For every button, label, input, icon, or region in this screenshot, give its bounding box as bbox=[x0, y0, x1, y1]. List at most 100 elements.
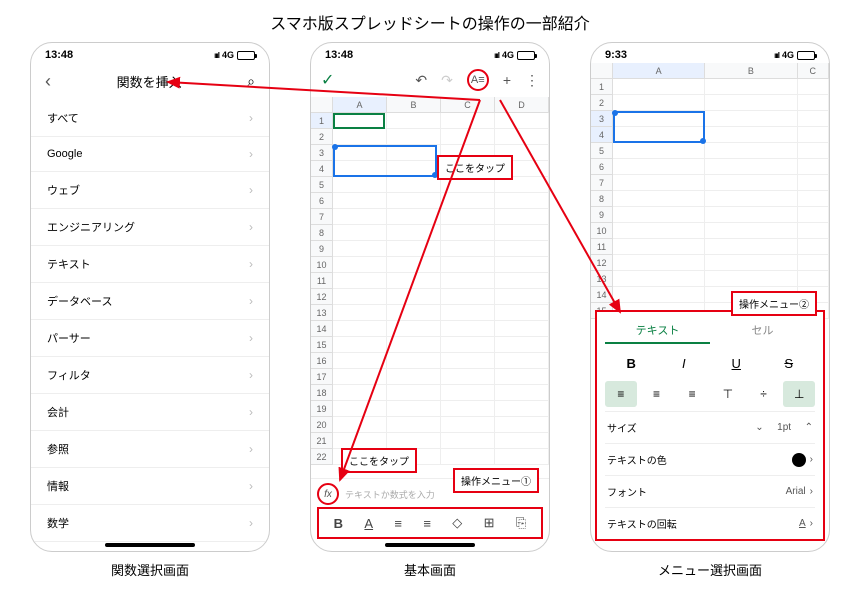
cell[interactable] bbox=[387, 433, 441, 449]
cell[interactable] bbox=[441, 337, 495, 353]
cell[interactable] bbox=[798, 271, 829, 287]
cell[interactable] bbox=[387, 241, 441, 257]
cell[interactable] bbox=[613, 287, 705, 303]
cell[interactable] bbox=[613, 207, 705, 223]
cell[interactable] bbox=[798, 111, 829, 127]
cell[interactable] bbox=[333, 321, 387, 337]
cell[interactable] bbox=[495, 193, 549, 209]
row-header[interactable]: 8 bbox=[591, 191, 613, 207]
cell[interactable] bbox=[495, 353, 549, 369]
cell[interactable] bbox=[441, 225, 495, 241]
row-header[interactable]: 7 bbox=[591, 175, 613, 191]
cell[interactable] bbox=[798, 143, 829, 159]
cell[interactable] bbox=[333, 305, 387, 321]
cell[interactable] bbox=[798, 223, 829, 239]
cell[interactable] bbox=[387, 401, 441, 417]
col-header[interactable]: B bbox=[705, 63, 797, 79]
cell[interactable] bbox=[333, 273, 387, 289]
cell[interactable] bbox=[441, 113, 495, 129]
category-item[interactable]: Google› bbox=[31, 137, 269, 172]
category-item[interactable]: すべて› bbox=[31, 100, 269, 137]
cell[interactable] bbox=[798, 255, 829, 271]
row-header[interactable]: 4 bbox=[311, 161, 333, 177]
row-header[interactable]: 2 bbox=[311, 129, 333, 145]
cell[interactable] bbox=[333, 177, 387, 193]
align-center-icon[interactable]: ≡ bbox=[641, 381, 673, 407]
category-item[interactable]: データベース› bbox=[31, 283, 269, 320]
col-header[interactable]: C bbox=[441, 97, 495, 113]
cell[interactable] bbox=[441, 241, 495, 257]
row-header[interactable]: 11 bbox=[591, 239, 613, 255]
cell[interactable] bbox=[495, 241, 549, 257]
row-header[interactable]: 12 bbox=[591, 255, 613, 271]
col-header[interactable]: C bbox=[798, 63, 829, 79]
cell[interactable] bbox=[705, 79, 797, 95]
category-item[interactable]: 会計› bbox=[31, 394, 269, 431]
cell[interactable] bbox=[798, 159, 829, 175]
font-row[interactable]: フォント Arial› bbox=[605, 475, 815, 507]
row-header[interactable]: 13 bbox=[591, 271, 613, 287]
cell[interactable] bbox=[613, 271, 705, 287]
row-header[interactable]: 3 bbox=[311, 145, 333, 161]
row-header[interactable]: 15 bbox=[311, 337, 333, 353]
cell[interactable] bbox=[705, 191, 797, 207]
category-item[interactable]: フィルタ› bbox=[31, 357, 269, 394]
check-icon[interactable]: ✓ bbox=[321, 70, 334, 90]
cell[interactable] bbox=[798, 207, 829, 223]
tab-text[interactable]: テキスト bbox=[605, 318, 710, 344]
cell[interactable] bbox=[441, 273, 495, 289]
cell[interactable] bbox=[613, 223, 705, 239]
cell[interactable] bbox=[495, 417, 549, 433]
cell[interactable] bbox=[387, 209, 441, 225]
cell[interactable] bbox=[613, 95, 705, 111]
row-header[interactable]: 17 bbox=[311, 369, 333, 385]
row-header[interactable]: 5 bbox=[311, 177, 333, 193]
cell[interactable] bbox=[387, 369, 441, 385]
row-header[interactable]: 8 bbox=[311, 225, 333, 241]
cell[interactable] bbox=[333, 385, 387, 401]
format-button[interactable]: ⎘ bbox=[516, 515, 526, 531]
cell[interactable] bbox=[333, 257, 387, 273]
cell[interactable] bbox=[333, 289, 387, 305]
cell[interactable] bbox=[441, 449, 495, 465]
cell[interactable] bbox=[495, 321, 549, 337]
row-header[interactable]: 16 bbox=[311, 353, 333, 369]
cell[interactable] bbox=[333, 193, 387, 209]
valign-top-icon[interactable]: ⊤ bbox=[712, 381, 744, 407]
cell[interactable] bbox=[705, 255, 797, 271]
row-header[interactable]: 5 bbox=[591, 143, 613, 159]
align-right-icon[interactable]: ≡ bbox=[676, 381, 708, 407]
cell[interactable] bbox=[387, 337, 441, 353]
format-button[interactable]: ≡ bbox=[394, 516, 402, 531]
cell[interactable] bbox=[495, 433, 549, 449]
cell[interactable] bbox=[387, 353, 441, 369]
cell[interactable] bbox=[441, 257, 495, 273]
row-header[interactable]: 6 bbox=[591, 159, 613, 175]
cell[interactable] bbox=[495, 113, 549, 129]
cell[interactable] bbox=[333, 129, 387, 145]
row-header[interactable]: 21 bbox=[311, 433, 333, 449]
cell[interactable] bbox=[387, 289, 441, 305]
cell[interactable] bbox=[613, 191, 705, 207]
cell[interactable] bbox=[387, 321, 441, 337]
row-header[interactable]: 6 bbox=[311, 193, 333, 209]
cell[interactable] bbox=[441, 385, 495, 401]
cell[interactable] bbox=[705, 175, 797, 191]
cell[interactable] bbox=[705, 207, 797, 223]
cell[interactable] bbox=[705, 143, 797, 159]
cell[interactable] bbox=[387, 129, 441, 145]
cell[interactable] bbox=[333, 209, 387, 225]
cell[interactable] bbox=[441, 289, 495, 305]
cell[interactable] bbox=[495, 449, 549, 465]
spreadsheet-grid[interactable]: A B C D 12345678910111213141516171819202… bbox=[311, 97, 549, 465]
row-header[interactable]: 22 bbox=[311, 449, 333, 465]
fx-icon[interactable]: fx bbox=[317, 483, 339, 505]
category-item[interactable]: テキスト› bbox=[31, 246, 269, 283]
category-item[interactable]: 参照› bbox=[31, 431, 269, 468]
cell[interactable] bbox=[441, 433, 495, 449]
cell[interactable] bbox=[441, 401, 495, 417]
cell[interactable] bbox=[495, 289, 549, 305]
valign-mid-icon[interactable]: ÷ bbox=[748, 381, 780, 407]
cell[interactable] bbox=[441, 369, 495, 385]
format-button[interactable]: B bbox=[334, 516, 343, 531]
